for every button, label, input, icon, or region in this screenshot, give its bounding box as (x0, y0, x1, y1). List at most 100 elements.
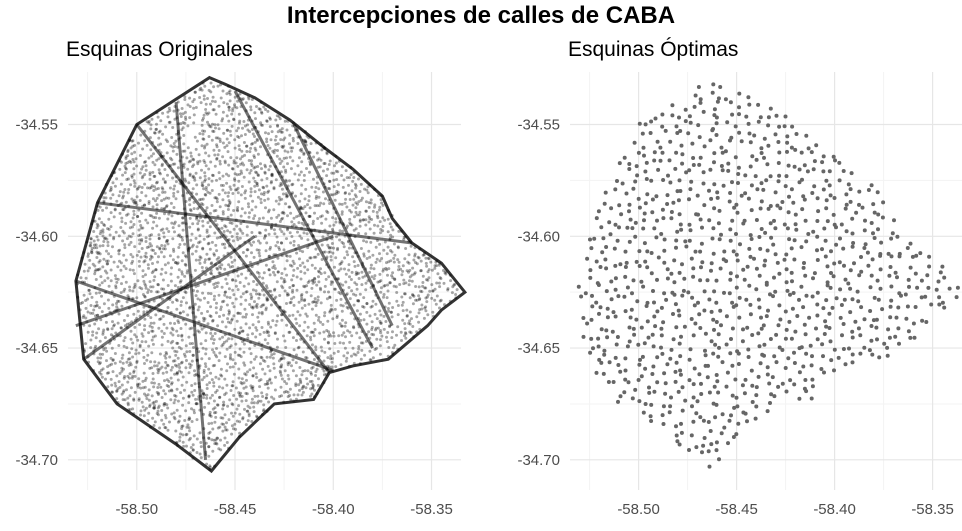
scatter-point (157, 216, 161, 220)
scatter-point (214, 243, 218, 247)
scatter-point (208, 247, 212, 251)
scatter-point (267, 132, 270, 136)
scatter-point (744, 114, 749, 119)
scatter-point (137, 185, 141, 189)
scatter-point (782, 124, 787, 129)
scatter-point (331, 227, 334, 231)
scatter-point (157, 326, 161, 330)
scatter-point (411, 266, 415, 270)
scatter-point (147, 411, 151, 415)
scatter-point (674, 124, 679, 129)
scatter-point (131, 255, 135, 259)
scatter-point (267, 400, 271, 404)
scatter-point (175, 307, 179, 311)
scatter-point (684, 244, 689, 249)
scatter-point (761, 323, 766, 328)
scatter-point (149, 254, 153, 258)
scatter-point (625, 225, 630, 230)
scatter-point (444, 272, 448, 276)
scatter-point (215, 178, 218, 182)
scatter-point (161, 187, 165, 191)
scatter-point (117, 312, 121, 316)
scatter-point (119, 291, 123, 295)
scatter-point (172, 206, 176, 209)
scatter-point (322, 359, 326, 363)
scatter-point (323, 250, 327, 254)
scatter-point (359, 198, 363, 202)
scatter-point (708, 167, 713, 172)
scatter-point (140, 287, 144, 291)
scatter-point (90, 250, 93, 254)
scatter-point (340, 174, 344, 177)
scatter-point (306, 203, 309, 207)
scatter-point (203, 174, 207, 178)
scatter-point (196, 308, 200, 312)
scatter-point (408, 279, 411, 283)
scatter-point (207, 445, 211, 449)
scatter-point (671, 200, 676, 205)
scatter-point (737, 315, 742, 320)
scatter-point (169, 368, 173, 372)
scatter-point (191, 100, 195, 104)
scatter-point (169, 341, 173, 345)
scatter-point (268, 164, 272, 168)
scatter-point (310, 330, 314, 334)
scatter-point (351, 203, 355, 207)
scatter-point (699, 381, 703, 386)
scatter-point (182, 165, 186, 169)
scatter-point (329, 280, 333, 284)
scatter-point (605, 315, 610, 320)
scatter-point (261, 303, 264, 307)
scatter-point (148, 173, 152, 177)
scatter-point (228, 365, 232, 369)
scatter-point (131, 407, 135, 411)
scatter-point (588, 350, 593, 355)
scatter-point (259, 355, 263, 359)
scatter-point (325, 297, 329, 301)
scatter-point (381, 216, 385, 220)
scatter-point (232, 227, 236, 231)
scatter-point (878, 286, 883, 291)
scatter-point (702, 144, 707, 149)
scatter-point (190, 359, 194, 363)
scatter-point (648, 131, 653, 135)
scatter-point (233, 177, 236, 181)
scatter-point (745, 419, 749, 424)
scatter-point (728, 238, 733, 243)
scatter-point (407, 270, 410, 274)
scatter-point (113, 184, 117, 188)
scatter-point (307, 214, 311, 218)
scatter-point (802, 261, 806, 265)
scatter-point (247, 180, 251, 184)
scatter-point (273, 267, 277, 270)
scatter-point (222, 101, 226, 105)
scatter-point (314, 247, 318, 251)
scatter-point (144, 286, 148, 290)
scatter-point (214, 281, 218, 285)
scatter-point (382, 314, 386, 318)
scatter-point (283, 369, 287, 373)
scatter-point (758, 115, 763, 120)
scatter-point (387, 309, 391, 313)
panel-title-optimas: Esquinas Óptimas (568, 38, 739, 61)
scatter-point (246, 370, 249, 374)
scatter-point (253, 394, 257, 398)
scatter-point (305, 167, 308, 170)
scatter-point (114, 384, 118, 388)
scatter-point (296, 393, 300, 397)
scatter-point (110, 346, 114, 350)
scatter-point (201, 246, 205, 250)
scatter-point (348, 221, 352, 225)
scatter-point (111, 303, 115, 307)
scatter-point (936, 279, 941, 284)
scatter-point (189, 159, 193, 163)
scatter-point (114, 286, 118, 290)
scatter-point (306, 238, 310, 242)
scatter-point (93, 264, 97, 268)
scatter-point (806, 146, 811, 151)
scatter-point (857, 189, 862, 194)
scatter-point (173, 372, 177, 376)
scatter-point (797, 370, 802, 375)
scatter-point (232, 427, 235, 431)
scatter-point (106, 385, 110, 389)
